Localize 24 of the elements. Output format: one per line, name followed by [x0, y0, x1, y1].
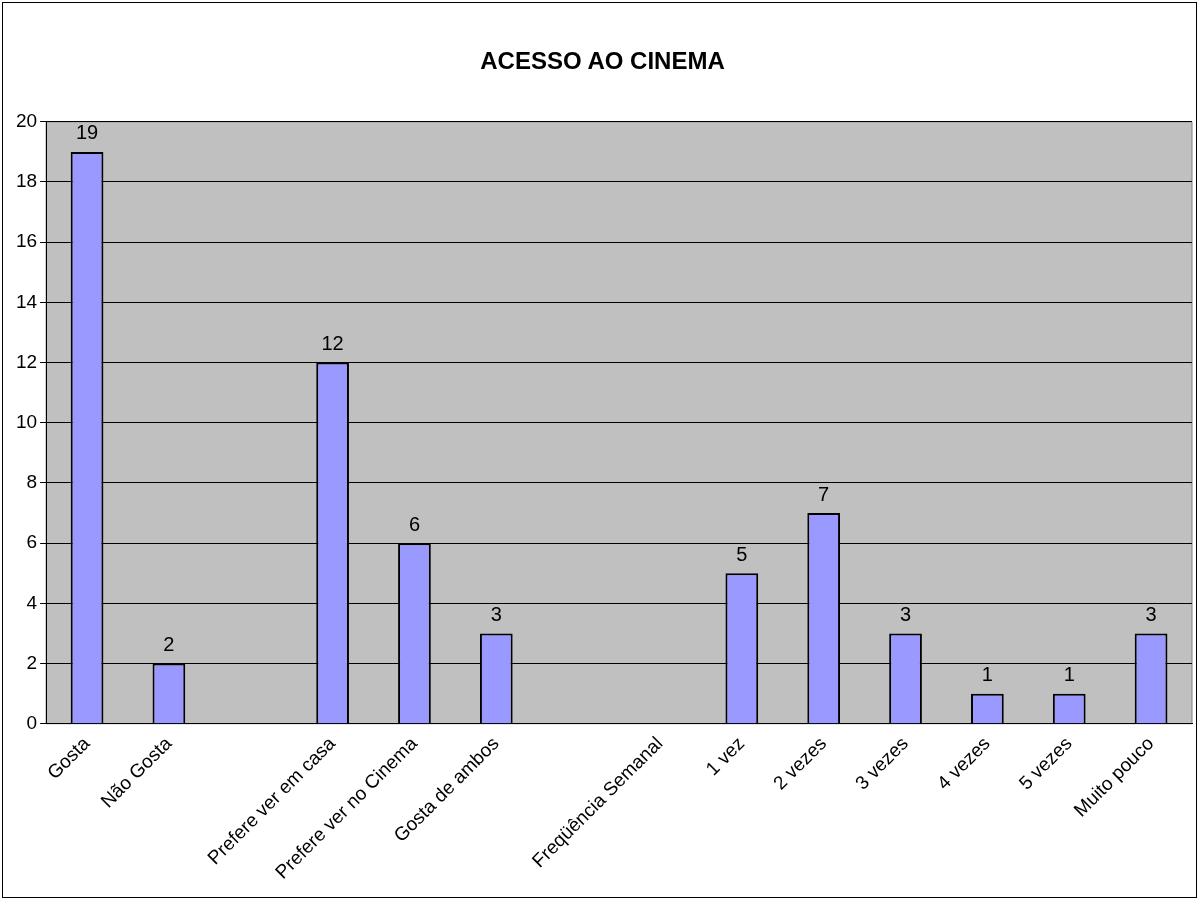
y-tick-label: 12: [15, 350, 38, 372]
x-tick-label: 1 vez: [701, 732, 749, 780]
y-tick-label: 4: [26, 591, 38, 613]
data-label: 1: [1063, 663, 1075, 686]
data-label: 5: [736, 542, 748, 565]
y-tick-label: 2: [26, 651, 38, 673]
data-label: 1: [981, 663, 993, 686]
chart-title: ACESSO AO CINEMA: [480, 47, 725, 75]
data-label: 2: [163, 633, 175, 656]
y-tick-label: 14: [15, 290, 38, 312]
y-tick-label: 16: [15, 230, 38, 252]
y-tick-label: 8: [26, 471, 38, 493]
data-label: 12: [321, 332, 344, 355]
y-tick-label: 18: [15, 170, 38, 192]
data-label: 3: [899, 602, 912, 625]
data-label: 6: [408, 512, 421, 535]
y-tick-label: 0: [26, 711, 38, 733]
data-label: 7: [818, 482, 830, 505]
y-tick-label: 6: [26, 531, 38, 553]
y-tick-label: 10: [15, 410, 38, 432]
y-tick-label: 20: [15, 110, 38, 132]
data-label: 19: [75, 121, 99, 144]
data-label: 3: [490, 602, 502, 625]
data-label: 3: [1145, 602, 1157, 625]
